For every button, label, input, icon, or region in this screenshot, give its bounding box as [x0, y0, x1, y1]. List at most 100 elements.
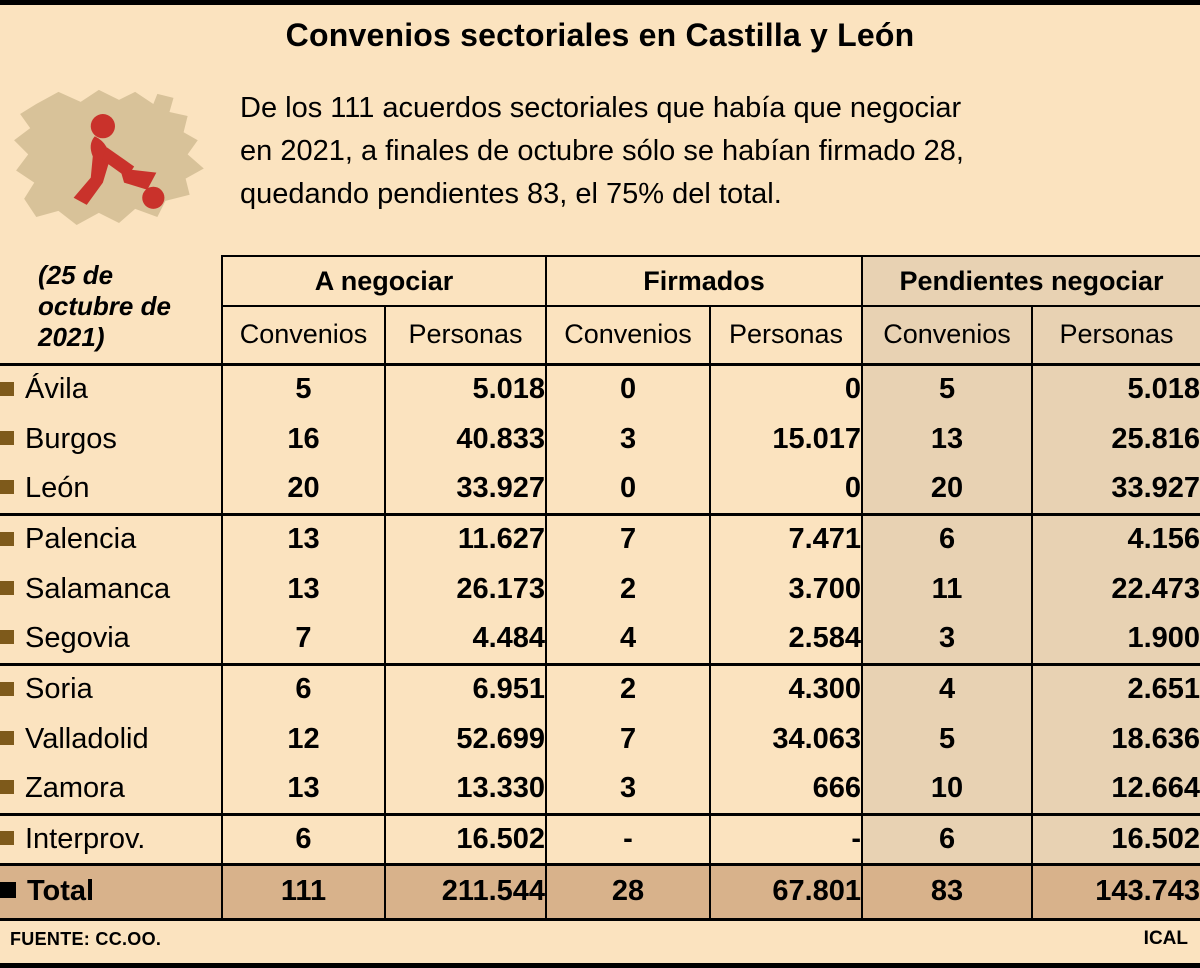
value-cell: 6 [861, 812, 1033, 864]
row-label: Palencia [0, 512, 222, 564]
subheader-personas: Personas [1031, 306, 1200, 366]
subheader-personas: Personas [383, 306, 547, 366]
agency-credit: ICAL [1143, 928, 1188, 949]
value-cell: 6 [221, 662, 385, 714]
value-cell: 13.330 [383, 764, 547, 814]
value-cell: 20 [861, 464, 1033, 514]
province-row: Salamanca 13 26.173 2 3.700 11 22.473 [0, 564, 1200, 614]
value-cell: 4 [861, 662, 1033, 714]
row-label: Burgos [0, 414, 222, 464]
value-cell: 111 [221, 862, 385, 921]
value-cell: 7 [545, 714, 711, 764]
row-label: León [0, 464, 222, 514]
value-cell: 4.156 [1031, 512, 1200, 564]
value-cell: 12 [221, 714, 385, 764]
value-cell: 0 [709, 464, 863, 514]
subheader-convenios: Convenios [221, 306, 385, 366]
intro-line: De los 111 acuerdos sectoriales que habí… [240, 92, 962, 124]
value-cell: 16 [221, 414, 385, 464]
value-cell: 5 [861, 364, 1033, 414]
value-cell: - [545, 812, 711, 864]
row-label-text: Total [27, 875, 95, 907]
row-label: Interprov. [0, 812, 222, 864]
value-cell: 40.833 [383, 414, 547, 464]
row-bullet-icon [0, 780, 14, 795]
worker-wheelbarrow-icon [73, 114, 165, 209]
sub-header-row: Convenios Personas Convenios Personas Co… [0, 306, 1200, 366]
value-cell: 0 [709, 364, 863, 414]
province-row: Ávila 5 5.018 0 0 5 5.018 [0, 364, 1200, 414]
page-title: Convenios sectoriales en Castilla y León [285, 17, 915, 53]
value-cell: 3 [545, 414, 711, 464]
source-credit: FUENTE: CC.OO. [10, 929, 162, 949]
value-cell: 83 [861, 862, 1033, 921]
value-cell: 20 [221, 464, 385, 514]
row-label-text: Interprov. [25, 822, 146, 855]
value-cell: 3 [545, 764, 711, 814]
value-cell: 5.018 [383, 364, 547, 414]
value-cell: 666 [709, 764, 863, 814]
value-cell: 7.471 [709, 512, 863, 564]
value-cell: 211.544 [383, 862, 547, 921]
value-cell: 11 [861, 564, 1033, 614]
province-row: Palencia 13 11.627 7 7.471 6 4.156 [0, 512, 1200, 564]
row-bullet-icon [0, 580, 14, 595]
row-bullet-icon [0, 430, 14, 445]
row-bullet-icon [0, 882, 16, 899]
value-cell: 5 [861, 714, 1033, 764]
value-cell: 13 [861, 414, 1033, 464]
value-cell: 4 [545, 614, 711, 664]
value-cell: 33.927 [383, 464, 547, 514]
province-row: Valladolid 12 52.699 7 34.063 5 18.636 [0, 714, 1200, 764]
row-bullet-icon [0, 531, 14, 546]
value-cell: 26.173 [383, 564, 547, 614]
value-cell: 12.664 [1031, 764, 1200, 814]
intro-line: quedando pendientes 83, el 75% del total… [240, 178, 782, 210]
province-row: León 20 33.927 0 0 20 33.927 [0, 464, 1200, 514]
value-cell: 6 [861, 512, 1033, 564]
province-row: Soria 6 6.951 2 4.300 4 2.651 [0, 662, 1200, 714]
row-label-text: Segovia [25, 621, 130, 654]
value-cell: 33.927 [1031, 464, 1200, 514]
subheader-convenios: Convenios [545, 306, 711, 366]
row-label: Zamora [0, 764, 222, 814]
row-label-text: Zamora [25, 771, 125, 804]
castilla-leon-map-icon [14, 89, 204, 226]
value-cell: 52.699 [383, 714, 547, 764]
row-bullet-icon [0, 681, 14, 696]
date-note: (25 de octubre de 2021) [0, 256, 222, 366]
value-cell: 22.473 [1031, 564, 1200, 614]
row-bullet-icon [0, 730, 14, 745]
group-header-row: (25 de octubre de 2021) A negociar Firma… [0, 255, 1200, 366]
intro-line: en 2021, a finales de octubre sólo se ha… [240, 135, 964, 167]
value-cell: 28 [545, 862, 711, 921]
total-row: Total 111 211.544 28 67.801 83 143.743 [0, 862, 1200, 921]
row-label-text: Soria [25, 673, 93, 706]
value-cell: 18.636 [1031, 714, 1200, 764]
value-cell: 7 [545, 512, 711, 564]
row-label-text: Valladolid [25, 722, 149, 755]
value-cell: 67.801 [709, 862, 863, 921]
value-cell: 7 [221, 614, 385, 664]
value-cell: 4.484 [383, 614, 547, 664]
subheader-personas: Personas [709, 306, 863, 366]
value-cell: 5.018 [1031, 364, 1200, 414]
value-cell: 13 [221, 564, 385, 614]
value-cell: 6.951 [383, 662, 547, 714]
group-header-a-negociar: A negociar [220, 255, 547, 307]
row-label: Ávila [0, 364, 222, 414]
value-cell: 16.502 [1031, 812, 1200, 864]
row-label: Total [0, 862, 222, 921]
row-label: Salamanca [0, 564, 222, 614]
convenios-table: (25 de octubre de 2021) A negociar Firma… [0, 255, 1200, 921]
value-cell: 10 [861, 764, 1033, 814]
value-cell: 2.651 [1031, 662, 1200, 714]
value-cell: 34.063 [709, 714, 863, 764]
value-cell: 2 [545, 662, 711, 714]
value-cell: 5 [221, 364, 385, 414]
value-cell: 0 [545, 464, 711, 514]
value-cell: 6 [221, 812, 385, 864]
value-cell: 2 [545, 564, 711, 614]
intro-text: De los 111 acuerdos sectoriales que habí… [240, 87, 1190, 216]
